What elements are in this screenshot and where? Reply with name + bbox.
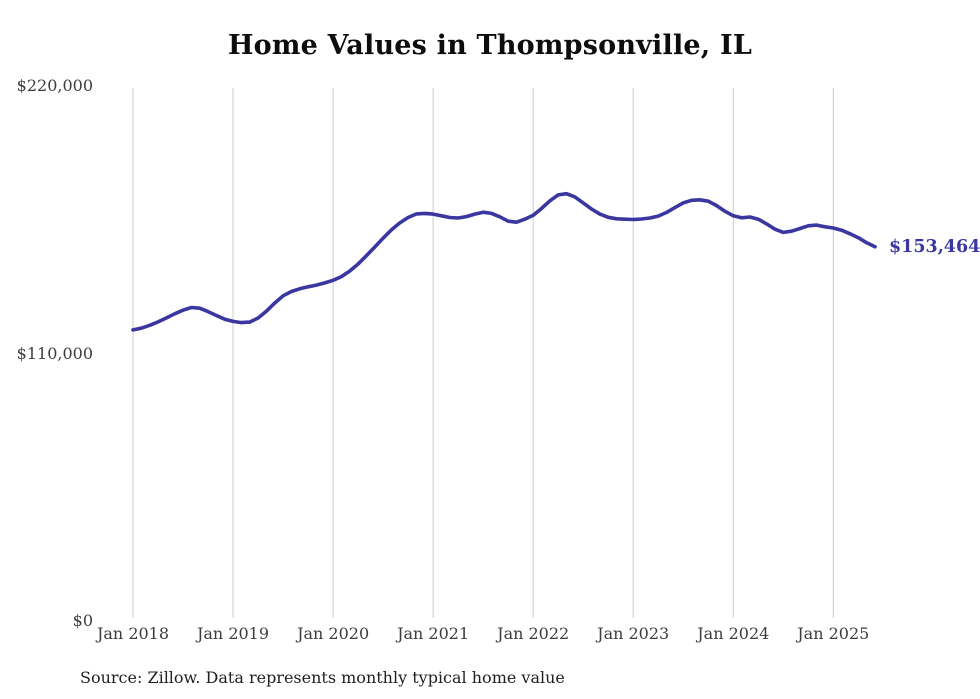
home-value-line [131,191,877,332]
page-title: Home Values in Thompsonville, IL [227,30,753,61]
x-tick-label: Jan 2022 [497,624,570,643]
y-tick-label: $110,000 [16,343,93,363]
y-tick-label: $220,000 [16,76,93,95]
x-tick-label: Jan 2019 [196,624,270,643]
x-tick-label: Jan 2025 [797,624,870,643]
x-tick-label: Jan 2024 [697,624,770,643]
latest-value-label: $153,464 [889,236,980,257]
x-tick-label: Jan 2023 [597,624,670,643]
source-note: Source: Zillow. Data represents monthly … [80,668,565,687]
x-tick-label: Jan 2018 [96,624,170,643]
x-tick-label: Jan 2021 [397,624,470,643]
y-tick-label: $0 [72,611,93,630]
x-tick-label: Jan 2020 [297,624,370,643]
